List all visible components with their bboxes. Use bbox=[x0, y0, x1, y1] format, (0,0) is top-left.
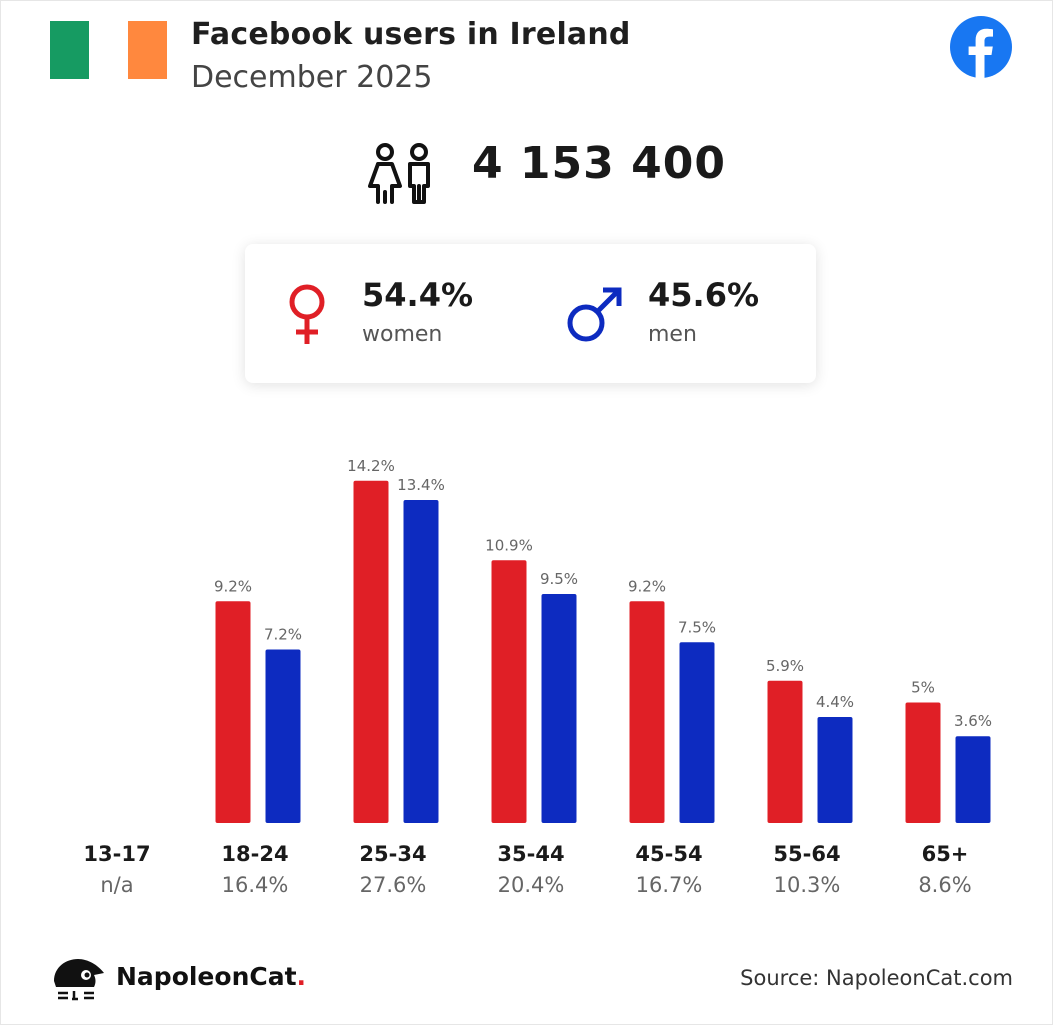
bar-value-label: 9.2% bbox=[628, 577, 666, 595]
facebook-logo-icon bbox=[950, 16, 1012, 78]
bar-value-label: 9.2% bbox=[214, 577, 252, 595]
bar-value-label: 7.2% bbox=[264, 625, 302, 643]
category-total-label: 27.6% bbox=[360, 873, 427, 897]
bar-18-24-series-2 bbox=[265, 649, 301, 823]
source-credit: Source: NapoleonCat.com bbox=[740, 966, 1013, 990]
bar-35-44-series-2 bbox=[541, 594, 577, 823]
total-users-value: 4 153 400 bbox=[472, 138, 726, 189]
bar-25-34-series-1 bbox=[353, 480, 389, 823]
bar-value-label: 14.2% bbox=[347, 457, 395, 475]
bar-45-54-series-1 bbox=[629, 601, 665, 823]
bar-value-label: 10.9% bbox=[485, 536, 533, 554]
category-label: 13-17 bbox=[83, 842, 150, 866]
women-percentage: 54.4% bbox=[362, 276, 474, 314]
bar-value-label: 4.4% bbox=[816, 693, 854, 711]
bar-55-64-series-1 bbox=[767, 680, 803, 823]
category-label: 25-34 bbox=[359, 842, 426, 866]
women-label: women bbox=[362, 322, 443, 347]
category-total-label: 16.4% bbox=[222, 873, 289, 897]
bar-value-label: 7.5% bbox=[678, 618, 716, 636]
category-total-label: 20.4% bbox=[498, 873, 565, 897]
category-label: 45-54 bbox=[635, 842, 702, 866]
category-total-label: 16.7% bbox=[636, 873, 703, 897]
category-label: 18-24 bbox=[221, 842, 288, 866]
age-gender-bar-chart: 13-17 n/a 9.2% 7.2% 18-24 16.4% 14.2%13.4% 25-3… bbox=[83, 457, 992, 897]
category-total-label: n/a bbox=[100, 873, 133, 897]
category-label: 35-44 bbox=[497, 842, 564, 866]
men-percentage: 45.6% bbox=[648, 276, 760, 314]
bar-25-34-series-2 bbox=[403, 500, 439, 823]
category-label: 65+ bbox=[922, 842, 969, 866]
bar-65+-series-1 bbox=[905, 702, 941, 823]
page-subtitle: December 2025 bbox=[191, 60, 433, 95]
bar-55-64-series-2 bbox=[817, 716, 853, 823]
bar-value-label: 9.5% bbox=[540, 570, 578, 588]
bar-value-label: 13.4% bbox=[397, 476, 445, 494]
category-label: 55-64 bbox=[773, 842, 840, 866]
bar-value-label: 5% bbox=[911, 679, 935, 697]
bar-value-label: 5.9% bbox=[766, 657, 804, 675]
male-symbol-icon bbox=[567, 287, 622, 342]
men-label: men bbox=[648, 322, 697, 347]
brand-name: NapoleonCat. bbox=[116, 962, 307, 991]
female-symbol-icon bbox=[289, 284, 325, 344]
ireland-flag-icon bbox=[50, 21, 167, 79]
page-title: Facebook users in Ireland bbox=[191, 17, 631, 52]
gender-split-card: 54.4% women 45.6% men bbox=[245, 244, 816, 383]
napoleoncat-logo-icon bbox=[54, 959, 104, 1001]
bar-65+-series-2 bbox=[955, 736, 991, 823]
bar-18-24-series-1 bbox=[215, 601, 251, 823]
category-total-label: 10.3% bbox=[774, 873, 841, 897]
users-icon bbox=[368, 143, 430, 204]
bar-35-44-series-1 bbox=[491, 560, 527, 823]
bar-45-54-series-2 bbox=[679, 642, 715, 823]
category-total-label: 8.6% bbox=[918, 873, 971, 897]
bar-value-label: 3.6% bbox=[954, 712, 992, 730]
